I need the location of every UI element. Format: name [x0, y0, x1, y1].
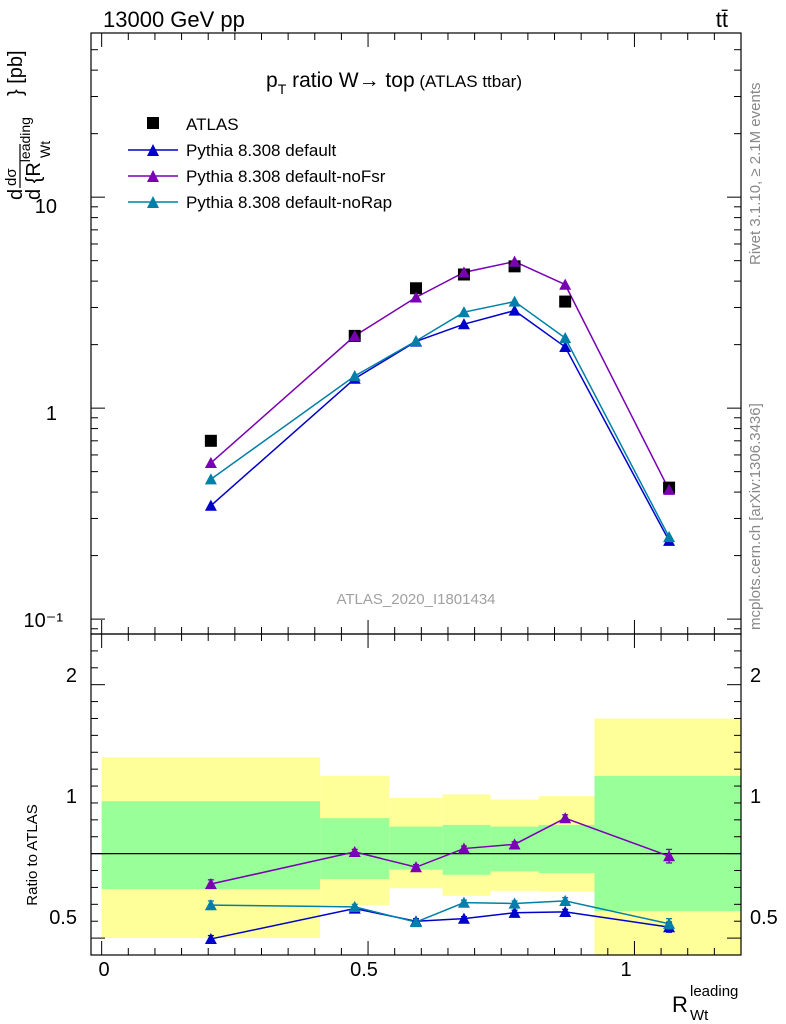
legend-marker-norap: [147, 196, 159, 208]
ratio-point-default: [508, 906, 521, 918]
ratio-point-norap: [559, 894, 572, 907]
data-point-nofsr: [508, 255, 521, 267]
ratio-tick-label-2-left: 2: [66, 665, 77, 687]
x-tick-label-1: 1: [620, 959, 631, 981]
data-point-nofsr: [559, 278, 572, 290]
data-point-norap: [348, 370, 361, 382]
legend-label-norap: Pythia 8.308 default-noRap: [186, 193, 392, 212]
ratio-point-default: [559, 905, 572, 918]
ratio-tick-label-2-right: 2: [750, 665, 761, 687]
y-axis-label-top: d dσ d {Rleading Wt } [pb]: [3, 50, 53, 200]
y-tick-label-0.1: 10⁻¹: [24, 610, 64, 632]
x-axis-label: R leading Wt: [672, 983, 738, 1024]
data-point-atlas: [204, 434, 217, 447]
ratio-point-nofsr: [559, 812, 572, 824]
legend-marker-default: [147, 144, 159, 156]
x-tick-label-0: 0: [98, 959, 109, 981]
x-tick-label-0.5: 0.5: [350, 959, 378, 981]
series-line-default: [210, 309, 670, 542]
plot-title: pT ratio W→ top (ATLAS ttbar): [266, 69, 522, 97]
ratio-point-default: [204, 932, 217, 945]
header-left: 13000 GeV pp: [103, 7, 245, 32]
top-axis-ticks: [91, 32, 742, 634]
ratio-tick-label-0.5-left: 0.5: [49, 907, 77, 929]
ratio-point-nofsr: [348, 845, 361, 858]
svg-text:R: R: [672, 992, 688, 1017]
bottom-panel: 2 1 0.5 2 1 0.5 Ratio to ATLAS 0 0.5 1 R…: [24, 633, 778, 1024]
side-label-mcplots: mcplots.cern.ch [arXiv:1306.3436]: [747, 403, 764, 630]
ratio-tick-label-1-right: 1: [750, 786, 761, 808]
data-point-default: [508, 304, 521, 316]
uncertainty-bands: [101, 718, 741, 955]
data-point-nofsr: [410, 291, 422, 303]
data-point-atlas: [559, 295, 572, 308]
legend: ATLAS Pythia 8.308 default Pythia 8.308 …: [128, 115, 392, 212]
svg-text:leading: leading: [690, 983, 738, 1000]
ratio-point-norap: [348, 900, 361, 912]
ratio-point-norap: [663, 917, 676, 929]
svg-text:d: d: [5, 189, 27, 200]
svg-text:} [pb]: } [pb]: [5, 50, 27, 96]
ratio-point-nofsr: [204, 878, 217, 890]
svg-text:Wt: Wt: [690, 1007, 709, 1024]
data-point-norap: [663, 531, 676, 543]
data-point-nofsr: [457, 266, 470, 278]
top-series-markers: [204, 255, 676, 546]
uncertainty-band-green: [538, 824, 595, 874]
data-point-norap: [204, 473, 217, 485]
data-point-default: [559, 340, 572, 353]
bottom-frame: [90, 633, 742, 956]
ratio-point-nofsr: [410, 861, 422, 873]
uncertainty-band-green: [594, 775, 741, 912]
legend-marker-atlas: [147, 117, 159, 129]
data-point-norap: [508, 295, 521, 307]
legend-label-atlas: ATLAS: [186, 115, 239, 134]
series-line-nofsr: [210, 260, 670, 491]
data-point-atlas: [410, 282, 422, 295]
ratio-tick-label-0.5-right: 0.5: [750, 907, 778, 929]
y-tick-label-10: 10: [35, 196, 57, 218]
series-line-norap: [210, 300, 670, 538]
ratio-point-norap: [508, 897, 521, 909]
legend-label-default: Pythia 8.308 default: [186, 141, 337, 160]
data-point-default: [204, 499, 217, 511]
data-point-nofsr: [663, 483, 676, 495]
ratio-point-nofsr: [508, 838, 521, 850]
y-axis-label-bottom: Ratio to ATLAS: [24, 804, 41, 905]
ratio-point-default: [457, 912, 470, 924]
data-point-nofsr: [348, 329, 361, 341]
legend-marker-nofsr: [147, 170, 159, 182]
svg-text:Wt: Wt: [37, 141, 53, 158]
data-point-nofsr: [204, 456, 217, 469]
data-point-norap: [559, 332, 572, 344]
data-point-norap: [410, 335, 422, 347]
ratio-point-norap: [204, 899, 217, 911]
analysis-watermark: ATLAS_2020_I1801434: [336, 591, 495, 608]
side-label-rivet: Rivet 3.1.10, ≥ 2.1M events: [747, 83, 764, 266]
uncertainty-band-green: [101, 801, 321, 890]
top-panel: 10 1 10⁻¹ pT ratio W→ top (ATLAS ttbar) …: [3, 32, 742, 635]
ratio-point-norap: [457, 896, 470, 908]
svg-text:d {Rleading: d {Rleading: [17, 117, 45, 200]
ratio-point-norap: [410, 916, 422, 928]
y-tick-label-1: 1: [46, 403, 57, 425]
header-right: tt̄: [716, 7, 728, 32]
ratio-tick-label-1-left: 1: [66, 786, 77, 808]
legend-label-nofsr: Pythia 8.308 default-noFsr: [186, 167, 386, 186]
data-point-default: [457, 318, 470, 330]
svg-text:dσ: dσ: [3, 168, 20, 186]
bottom-axis-ticks: [91, 633, 742, 956]
top-series-lines: [210, 260, 670, 542]
ratio-point-nofsr: [457, 842, 470, 854]
ratio-series-markers: [204, 812, 676, 945]
ratio-point-nofsr: [663, 850, 676, 862]
data-point-norap: [457, 306, 470, 318]
